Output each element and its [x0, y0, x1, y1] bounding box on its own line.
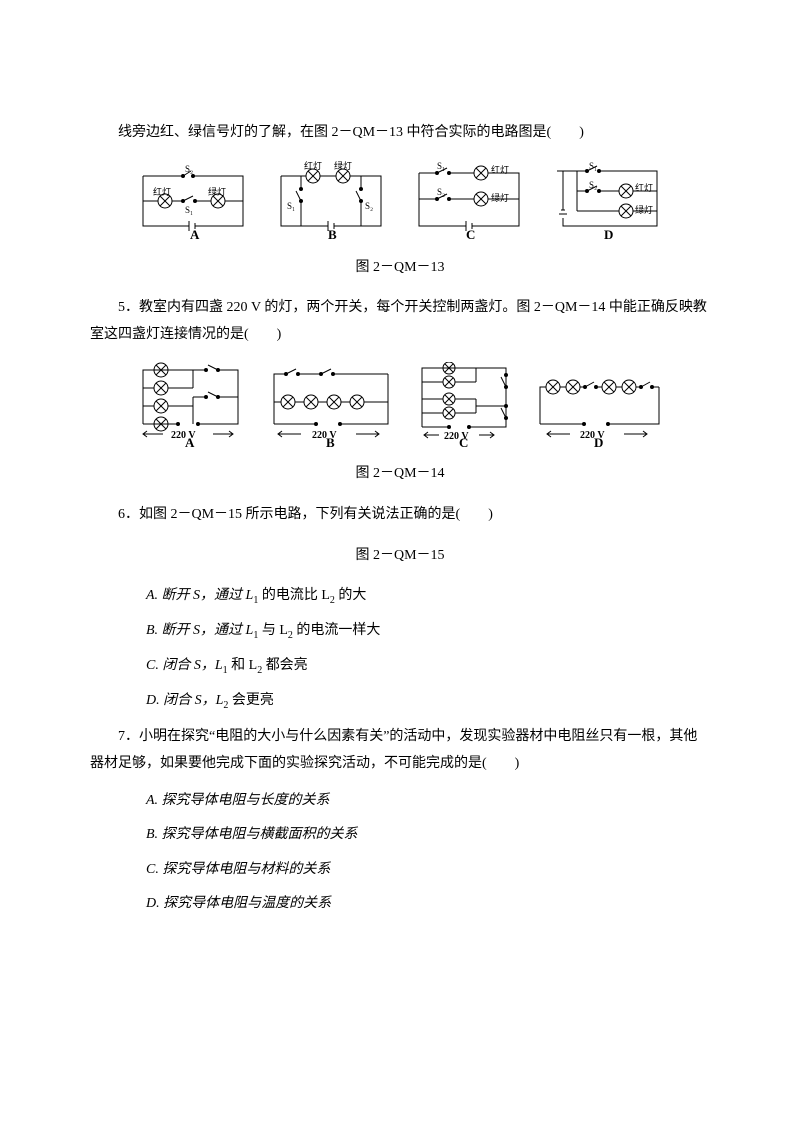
q7-option-c: C. 探究导体电阻与材料的关系 [118, 857, 710, 884]
q6-text: 6．如图 2－QM－15 所示电路，下列有关说法正确的是( ) [90, 502, 710, 529]
svg-text:B: B [328, 227, 337, 241]
q6-option-d: D. 闭合 S，L2 会更亮 [118, 688, 710, 715]
svg-text:C: C [466, 227, 475, 241]
q6-option-c: C. 闭合 S，L1 和 L2 都会亮 [118, 653, 710, 680]
q7-text: 7．小明在探究“电阻的大小与什么因素有关”的活动中，发现实验器材中电阻丝只有一根… [90, 724, 710, 777]
fig-14-row: 220 V A [90, 362, 710, 447]
svg-text:绿灯: 绿灯 [208, 186, 226, 197]
circuit-13-b: 红灯 绿灯 S₁ S₂ B [271, 161, 391, 241]
q7-option-a: A. 探究导体电阻与长度的关系 [118, 788, 710, 815]
svg-text:红灯: 红灯 [153, 186, 171, 197]
circuit-13-c: S₁ 红灯 S₂ 绿灯 C [409, 161, 529, 241]
fig-15-caption: 图 2－QM－15 [90, 543, 710, 570]
q7-option-d: D. 探究导体电阻与温度的关系 [118, 891, 710, 918]
svg-text:绿灯: 绿灯 [334, 161, 352, 171]
svg-text:红灯: 红灯 [304, 161, 322, 171]
fig-13-caption: 图 2－QM－13 [90, 255, 710, 282]
svg-text:S₁: S₁ [185, 205, 193, 215]
q7-option-b: B. 探究导体电阻与横截面积的关系 [118, 822, 710, 849]
q5-text: 5．教室内有四盏 220 V 的灯，两个开关，每个开关控制两盏灯。图 2－QM－… [90, 295, 710, 348]
fig-14-caption: 图 2－QM－14 [90, 461, 710, 488]
svg-text:红灯: 红灯 [635, 182, 653, 193]
svg-text:A: A [185, 435, 195, 447]
circuit-14-b: 220 V B [266, 362, 396, 447]
svg-text:S₂: S₂ [185, 164, 193, 174]
svg-text:S₂: S₂ [437, 187, 445, 197]
circuit-13-a: S₂ 红灯 S₁ 绿灯 A [133, 161, 253, 241]
q6-option-a: A. 断开 S，通过 L1 的电流比 L2 的大 [118, 583, 710, 610]
svg-text:绿灯: 绿灯 [491, 192, 509, 203]
circuit-14-a: 220 V A [133, 362, 248, 447]
svg-text:S₂: S₂ [365, 201, 373, 211]
q6-option-b: B. 断开 S，通过 L1 与 L2 的电流一样大 [118, 618, 710, 645]
circuit-13-d: S₁ S₂ 红灯 绿灯 D [547, 161, 667, 241]
svg-text:B: B [326, 435, 335, 447]
svg-text:D: D [604, 227, 613, 241]
q4-continuation: 线旁边红、绿信号灯的了解，在图 2－QM－13 中符合实际的电路图是( ) [90, 120, 710, 147]
svg-text:红灯: 红灯 [491, 164, 509, 175]
circuit-14-d: 220 V D [532, 362, 667, 447]
svg-text:S₁: S₁ [589, 161, 597, 171]
svg-text:绿灯: 绿灯 [635, 204, 653, 215]
svg-text:C: C [459, 435, 468, 447]
circuit-14-c: 220 V C [414, 362, 514, 447]
svg-text:S₁: S₁ [437, 161, 445, 171]
svg-text:A: A [190, 227, 200, 241]
svg-text:D: D [594, 435, 603, 447]
svg-text:S₁: S₁ [287, 201, 295, 211]
svg-text:S₂: S₂ [589, 180, 597, 190]
fig-13-row: S₂ 红灯 S₁ 绿灯 A [90, 161, 710, 241]
